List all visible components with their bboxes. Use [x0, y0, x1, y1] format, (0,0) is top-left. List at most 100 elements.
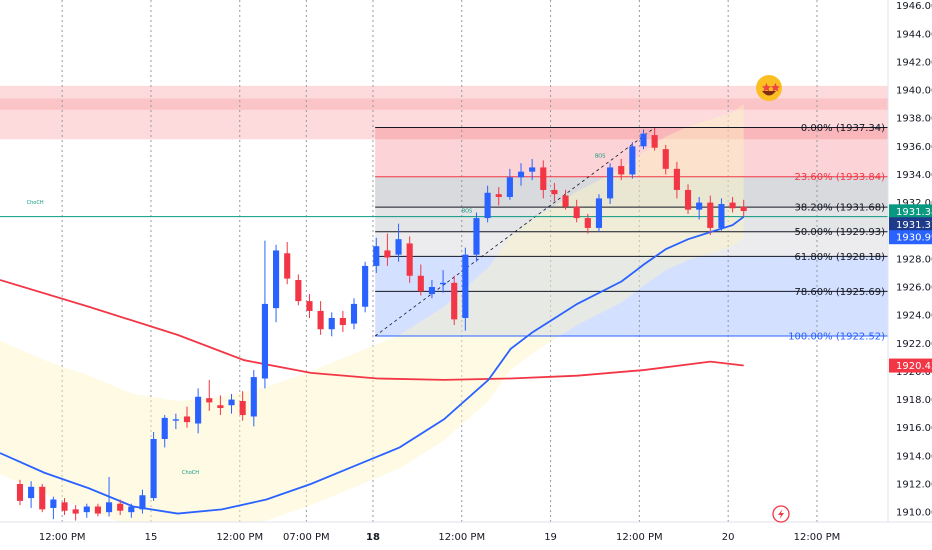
y-tick-label-12: 1934.00 [896, 170, 932, 181]
candle-body-16 [195, 396, 202, 424]
fib-level-label-2: 38.20% (1931.68) [795, 203, 886, 214]
candle-body-17 [206, 398, 213, 403]
candle-body-18 [217, 405, 224, 409]
fib-retracement-layer: 0.00% (1937.34) 23.60% (1933.84) 38.20% (1… [0, 123, 888, 342]
fib-level-label-4: 61.80% (1928.18) [795, 252, 886, 263]
price-badge-label-2: 1930.99 [896, 233, 932, 244]
candle-body-60 [684, 189, 692, 210]
candle-body-30 [350, 303, 358, 324]
zone-5 [375, 231, 888, 257]
candle-body-40 [462, 254, 469, 318]
x-tick-label-2: 12:00 PM [216, 532, 263, 543]
price-axis-bg [888, 0, 932, 550]
candle-body-21 [250, 377, 257, 417]
x-tick-label-6: 19 [544, 532, 557, 543]
x-tick-label-5: 12:00 PM [438, 532, 485, 543]
price-badge-label-3: 1920.42 [896, 361, 932, 372]
candle-body-48 [551, 189, 558, 195]
y-tick-label-14: 1938.00 [896, 114, 932, 125]
candle-body-20 [239, 400, 246, 416]
zone-4 [375, 207, 888, 232]
candle-body-24 [284, 253, 291, 279]
candle-body-49 [562, 195, 569, 207]
candle-body-31 [362, 265, 369, 307]
candle-body-62 [707, 202, 714, 228]
candle-body-47 [540, 167, 547, 190]
fib-level-label-6: 100.00% (1922.52) [788, 331, 885, 342]
price-badge-3 [889, 358, 932, 373]
x-tick-label-3: 07:00 PM [283, 532, 330, 543]
candle-body-27 [317, 310, 324, 330]
x-tick-label-8: 20 [722, 532, 735, 543]
candle-body-5 [72, 509, 79, 514]
y-tick-label-0: 1910.00 [896, 508, 932, 519]
price-badge-0 [889, 204, 932, 219]
price-badge-2 [889, 230, 932, 245]
candle-body-33 [384, 250, 391, 258]
candle-body-44 [506, 177, 513, 197]
candle-body-54 [618, 166, 625, 175]
fib-level-label-3: 50.00% (1929.93) [795, 227, 886, 238]
shaded-band-layer [0, 104, 744, 535]
lightning-icon[interactable] [772, 505, 790, 523]
candle-body-32 [373, 246, 380, 266]
y-tick-label-9: 1928.00 [896, 254, 932, 265]
structure-label-3: BOS [595, 154, 605, 160]
y-tick-label-7: 1924.00 [896, 311, 932, 322]
emoji-star-struck-icon [756, 75, 782, 101]
series-layer [0, 128, 747, 521]
candle-body-55 [629, 146, 636, 175]
candle-body-36 [417, 275, 424, 292]
fib-level-label-1: 23.60% (1933.84) [795, 172, 886, 183]
y-tick-label-17: 1944.00 [896, 29, 932, 40]
candle-body-63 [718, 204, 725, 228]
candle-body-4 [61, 502, 68, 511]
candle-body-6 [83, 506, 90, 513]
candle-body-64 [729, 202, 736, 209]
price-badge-label-0: 1931.38 [896, 207, 932, 218]
zones-layer [0, 85, 888, 336]
candle-body-25 [295, 279, 302, 302]
y-tick-label-8: 1926.00 [896, 283, 932, 294]
y-tick-label-15: 1940.00 [896, 86, 932, 97]
structure-label-0: ChoCH [27, 200, 44, 206]
candle-body-0 [16, 484, 24, 501]
structure-label-1: ChoCH [182, 470, 199, 476]
candle-body-13 [161, 417, 168, 439]
y-tick-label-1: 1912.00 [896, 480, 932, 491]
x-tick-label-0: 12:00 PM [39, 532, 86, 543]
candle-body-1 [28, 486, 35, 499]
candle-body-12 [150, 438, 157, 499]
candle-body-56 [640, 133, 647, 147]
x-tick-label-7: 12:00 PM [616, 532, 663, 543]
zone-0 [0, 85, 888, 140]
price-axis: 1910.00 1912.00 1914.00 1916.00 1918.00 1920.… [887, 0, 932, 550]
candle-body-50 [573, 206, 580, 219]
x-tick-label-9: 12:00 PM [794, 532, 841, 543]
y-tick-label-13: 1936.00 [896, 142, 932, 153]
ma-band [0, 104, 744, 535]
y-tick-label-2: 1914.00 [896, 451, 932, 462]
y-tick-label-11: 1932.00 [896, 198, 932, 209]
fib-trend-line [374, 127, 656, 337]
zone-3 [375, 176, 888, 208]
candle-body-23 [273, 250, 280, 309]
grid-layer [61, 0, 818, 522]
y-tick-label-4: 1918.00 [896, 395, 932, 406]
candle-body-9 [117, 503, 124, 511]
candle-body-41 [473, 218, 480, 255]
candle-body-28 [328, 317, 335, 330]
time-axis-bg [0, 522, 932, 550]
candle-body-61 [696, 202, 703, 210]
candle-body-7 [94, 506, 101, 514]
candle-body-34 [395, 239, 402, 255]
candle-body-59 [673, 168, 680, 190]
fib-level-label-5: 78.60% (1925.69) [795, 287, 886, 298]
candle-body-45 [517, 171, 525, 178]
candle-body-53 [607, 167, 614, 199]
candle-body-11 [139, 495, 146, 510]
y-tick-label-3: 1916.00 [896, 423, 932, 434]
y-tick-label-16: 1942.00 [896, 57, 932, 68]
